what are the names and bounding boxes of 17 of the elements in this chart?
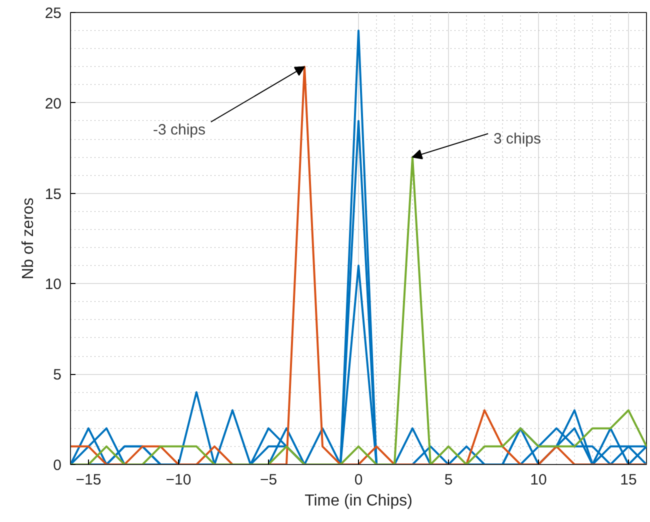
x-tick-label: 5 [444,472,453,488]
x-tick-label: −10 [166,472,192,488]
x-tick-label: 10 [530,472,547,488]
x-tick-label: −15 [76,472,102,488]
annotation: -3 chips [152,122,206,139]
y-tick-label: 25 [44,5,62,22]
y-axis-title: Nb of zeros [20,198,37,280]
y-tick-label: 10 [44,276,62,294]
y-tick-label: 0 [53,457,62,474]
x-tick-label: 0 [354,472,363,488]
x-axis-title: Time (in Chips) [304,492,412,510]
y-tick-label: 20 [44,95,62,112]
annotation: 3 chips [494,130,542,148]
x-tick-label: −5 [260,472,278,488]
y-tick-label: 15 [44,186,62,203]
x-tick-label: 15 [620,472,637,488]
y-tick-label: 5 [53,366,62,384]
